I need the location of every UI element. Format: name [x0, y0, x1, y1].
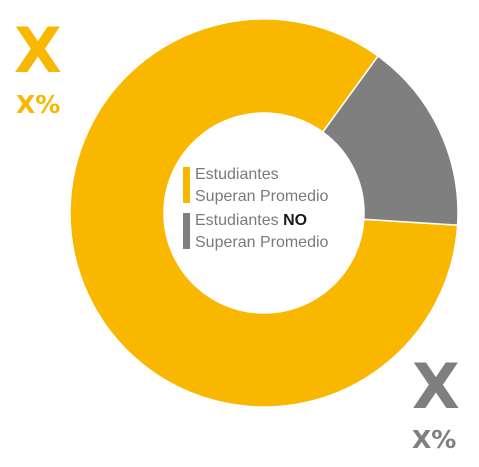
legend-swatch-superan [183, 167, 190, 203]
legend-label-no-superan-line2: Superan Promedio [195, 234, 329, 251]
no-superan-value-label: X [412, 350, 460, 423]
legend-label-no-superan-line1: Estudiantes NO [195, 210, 328, 232]
legend-label-superan-line2: Superan Promedio [195, 188, 329, 205]
donut-slice-no-superan [321, 55, 459, 226]
legend-label-no-superan-prefix: Estudiantes [195, 212, 284, 229]
legend-label-no-superan-emphasis: NO [283, 212, 308, 229]
no-superan-percent-label: X% [412, 425, 457, 454]
legend-label-superan-line1: Estudiantes [195, 166, 279, 183]
superan-value-label: X [14, 14, 62, 87]
legend-swatch-no-superan [183, 213, 190, 249]
superan-percent-label: X% [16, 90, 61, 119]
legend-text-superan: Estudiantes Superan Promedio [195, 164, 328, 208]
donut-slice-superan [69, 18, 459, 408]
legend-text-no-superan: Estudiantes NO Superan Promedio [195, 210, 328, 254]
